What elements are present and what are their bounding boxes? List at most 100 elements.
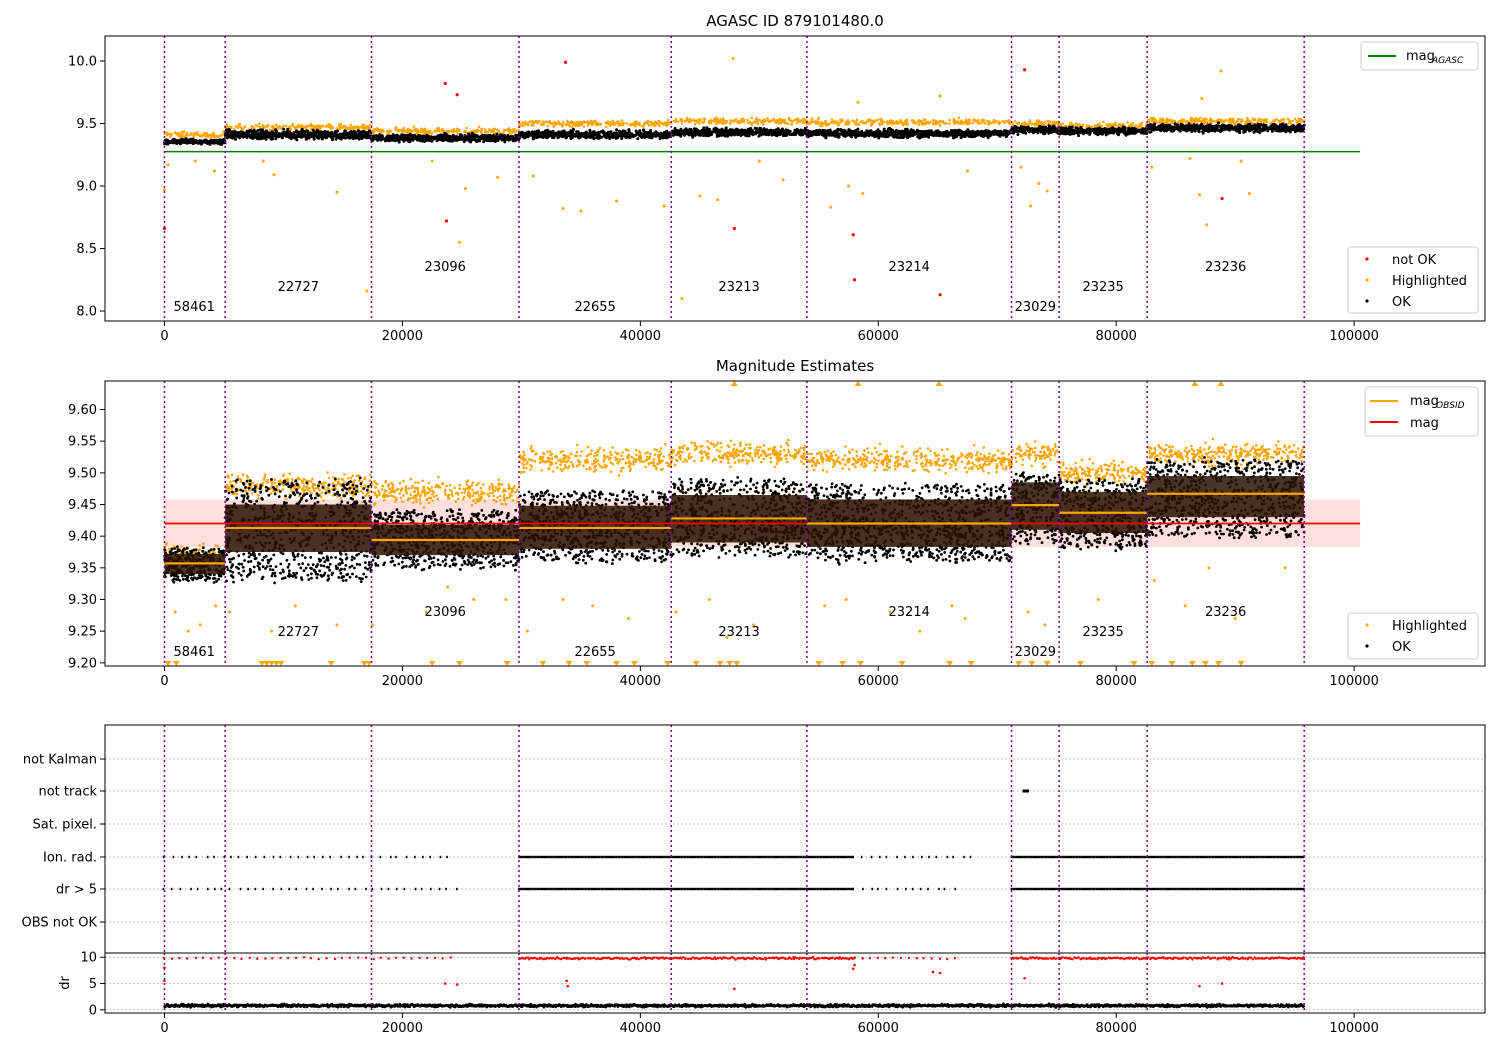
highlighted-point: [905, 118, 909, 122]
highlighted-point: [263, 125, 267, 129]
highlighted-point: [561, 124, 564, 128]
ok-point: [191, 140, 194, 144]
highlighted-point: [277, 126, 281, 130]
highlighted-point: [274, 123, 278, 127]
highlighted-point: [741, 120, 744, 123]
highlighted-point: [617, 124, 621, 127]
highlighted-point: [957, 116, 961, 120]
ok-point: [291, 134, 295, 138]
ok-point: [349, 130, 353, 134]
highlighted-point: [437, 127, 441, 130]
highlighted-point: [934, 121, 938, 125]
highlighted-point: [649, 120, 653, 124]
highlighted-point: [401, 130, 405, 134]
highlighted-point: [762, 123, 765, 126]
highlighted-point: [493, 127, 497, 131]
ok-point: [667, 131, 671, 135]
highlighted-point: [372, 129, 376, 132]
highlighted-point: [1131, 123, 1134, 126]
highlighted-point: [686, 118, 689, 122]
ok-point: [181, 138, 185, 142]
highlighted-point: [347, 126, 351, 129]
ok-point: [476, 134, 480, 138]
ok-point: [856, 127, 860, 131]
highlighted-point: [998, 121, 1002, 125]
highlighted-point: [855, 118, 859, 122]
highlighted-point: [290, 124, 294, 128]
highlighted-point: [573, 121, 576, 125]
highlighted-point: [810, 117, 814, 120]
highlighted-point: [190, 133, 193, 136]
ok-point: [416, 135, 420, 139]
highlighted-point: [433, 129, 436, 133]
highlighted-point: [982, 118, 986, 122]
ok-point: [622, 129, 625, 133]
highlighted-point: [746, 118, 749, 122]
highlighted-point: [1074, 122, 1078, 126]
ok-point: [781, 131, 785, 135]
ok-point: [262, 130, 266, 134]
ok-point: [621, 133, 625, 137]
ok-point: [630, 132, 633, 136]
ok-point: [618, 129, 621, 133]
highlighted-point: [180, 130, 184, 134]
ok-point: [795, 130, 799, 134]
ok-point: [282, 127, 286, 131]
ok-point: [977, 132, 981, 136]
highlighted-point: [1140, 121, 1144, 125]
highlighted-point: [292, 125, 296, 129]
highlighted-point: [567, 123, 570, 126]
highlighted-point: [1100, 124, 1103, 128]
highlighted-point: [659, 121, 663, 125]
ok-point: [405, 134, 409, 138]
ok-point: [521, 132, 525, 136]
highlighted-point: [824, 119, 827, 123]
highlighted-point: [646, 119, 650, 123]
ok-point: [463, 134, 467, 137]
ok-point: [1024, 131, 1028, 135]
ok-point: [217, 138, 221, 142]
ok-point: [747, 134, 751, 138]
highlighted-point: [448, 129, 451, 133]
ok-point: [649, 129, 653, 132]
highlighted-point: [394, 126, 398, 129]
ok-point: [702, 126, 706, 130]
highlighted-point: [795, 121, 799, 125]
ok-point: [544, 135, 548, 139]
highlighted-point: [508, 130, 512, 133]
ok-point: [287, 132, 291, 136]
highlighted-point: [199, 134, 202, 138]
ok-point: [241, 130, 245, 134]
ok-point: [334, 137, 338, 141]
highlighted-point: [389, 129, 392, 133]
ok-point: [876, 132, 880, 136]
highlighted-point: [864, 122, 868, 125]
highlighted-point: [454, 130, 458, 133]
ok-point: [673, 127, 677, 130]
ok-point: [996, 133, 1000, 137]
highlighted-point: [412, 125, 416, 129]
ok-point: [556, 133, 560, 137]
highlighted-point: [1023, 121, 1027, 124]
ok-point: [538, 134, 542, 138]
highlighted-point: [729, 122, 732, 125]
highlighted-point: [899, 121, 903, 124]
highlighted-point: [513, 128, 516, 132]
highlighted-point: [589, 119, 593, 123]
highlighted-point: [802, 117, 805, 120]
ok-point: [597, 131, 601, 135]
highlighted-point: [604, 125, 608, 129]
highlighted-point: [938, 124, 942, 127]
highlighted-point: [363, 124, 366, 127]
highlighted-point: [426, 130, 429, 134]
ok-point: [576, 132, 580, 136]
highlighted-point: [359, 126, 362, 129]
highlighted-point: [1102, 120, 1105, 124]
highlighted-point: [612, 121, 615, 125]
highlighted-point: [986, 119, 989, 123]
highlighted-point: [582, 125, 586, 128]
ok-point: [941, 134, 945, 138]
highlighted-point: [401, 128, 405, 131]
ok-point: [1050, 130, 1053, 134]
ok-point: [877, 136, 881, 140]
